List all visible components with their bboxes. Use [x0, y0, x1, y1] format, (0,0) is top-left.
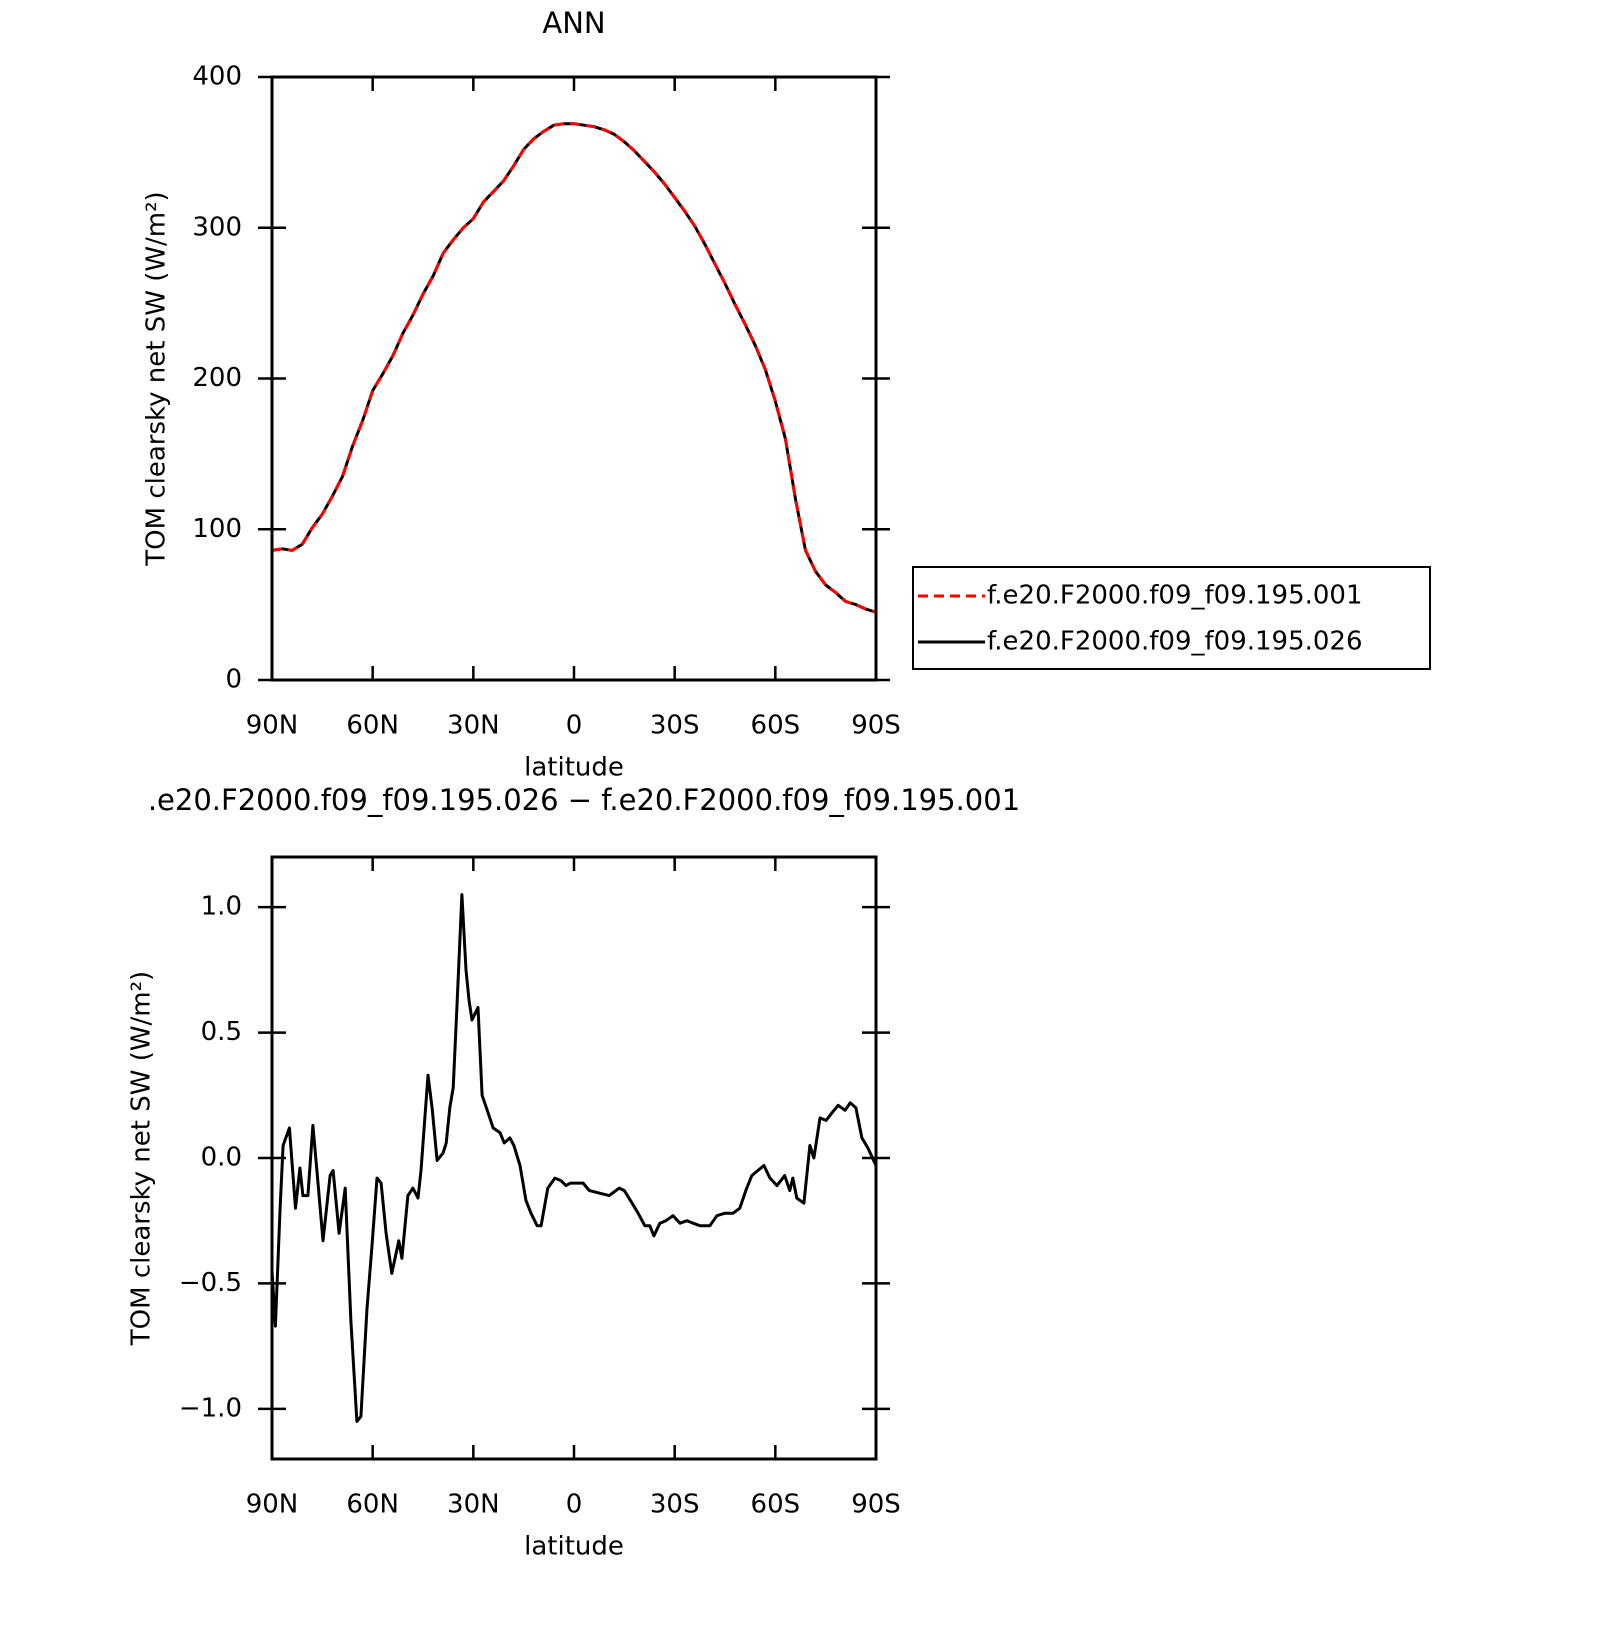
y-tick-label: 100	[192, 514, 242, 544]
y-tick-label: −0.5	[179, 1268, 242, 1298]
x-tick-label: 60S	[751, 711, 801, 741]
x-tick-label: 60N	[346, 1490, 399, 1520]
plot-frame	[270, 75, 878, 682]
y-tick-label: 200	[192, 363, 242, 393]
y-tick-label: 1.0	[201, 892, 242, 922]
x-tick-label: 90S	[851, 1490, 901, 1520]
plot-frame	[270, 855, 878, 1461]
x-axis-label: latitude	[524, 753, 624, 783]
x-tick-label: 60S	[751, 1490, 801, 1520]
x-tick-label: 90N	[246, 1490, 299, 1520]
x-tick-label: 90N	[246, 711, 299, 741]
x-axis-label: latitude	[524, 1532, 624, 1562]
x-tick-label: 0	[566, 1490, 583, 1520]
y-axis-label: TOM clearsky net SW (W/m²)	[142, 191, 172, 566]
x-tick-label: 0	[566, 711, 583, 741]
y-tick-label: 300	[192, 212, 242, 242]
data-line	[271, 122, 877, 614]
x-tick-label: 30N	[447, 711, 500, 741]
chart-title: ANN	[542, 6, 605, 40]
y-tick-label: 0	[225, 665, 242, 695]
data-line	[270, 893, 878, 1423]
y-tick-label: 0.0	[201, 1143, 242, 1173]
legend-label: f.e20.F2000.f09_f09.195.001	[987, 581, 1363, 611]
x-tick-label: 90S	[851, 711, 901, 741]
y-axis-label: TOM clearsky net SW (W/m²)	[127, 971, 157, 1346]
x-tick-label: 30N	[447, 1490, 500, 1520]
x-tick-label: 30S	[650, 1490, 700, 1520]
legend-label: f.e20.F2000.f09_f09.195.026	[987, 627, 1363, 657]
legend-box	[912, 566, 1431, 670]
x-tick-label: 60N	[346, 711, 399, 741]
x-tick-label: 30S	[650, 711, 700, 741]
y-tick-label: 400	[192, 62, 242, 92]
data-line	[271, 122, 877, 614]
y-tick-label: −1.0	[179, 1393, 242, 1423]
chart-title: .e20.F2000.f09_f09.195.026 − f.e20.F2000…	[148, 783, 1020, 817]
y-tick-label: 0.5	[201, 1017, 242, 1047]
